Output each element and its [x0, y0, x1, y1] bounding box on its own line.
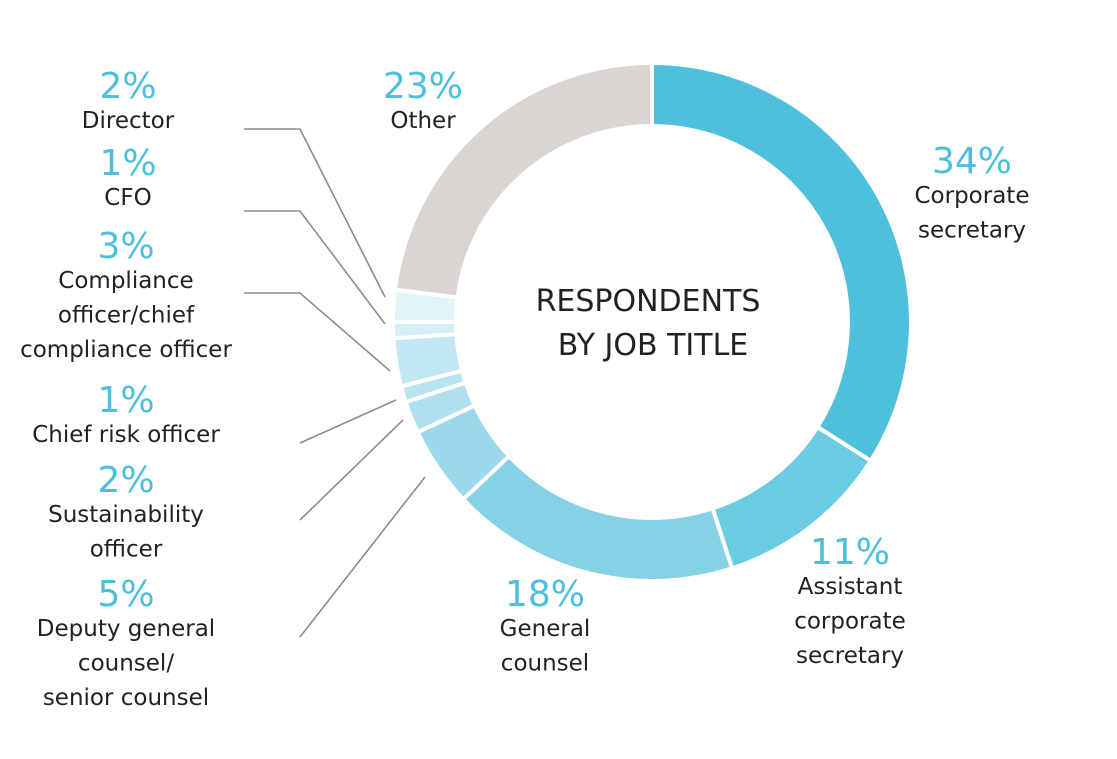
category-label-assistant-corporate-secretary-line-2: corporate: [794, 609, 906, 635]
chart-labels: 34%Corporate secretary 11%Assistant corpora…: [20, 66, 1029, 711]
value-label-director: 2%: [99, 66, 156, 107]
slice-general-counsel: [460, 453, 735, 583]
value-label-corporate-secretary: 34%: [932, 141, 1012, 182]
leader-line-compliance-officer-chief-compliance-officer: [244, 292, 391, 372]
slice-other: [392, 60, 654, 300]
chart-title-line-2: BY JOB TITLE: [558, 328, 749, 363]
category-label-director: Director: [82, 108, 175, 134]
category-label-general-counsel-line-1: General: [500, 616, 591, 642]
chart-leader-lines: [244, 128, 426, 638]
value-label-general-counsel: 18%: [505, 574, 585, 615]
leader-line-chief-risk-officer: [299, 399, 397, 444]
category-label-compliance-officer-chief-compliance-officer-line-2: officer/chief: [58, 303, 195, 329]
slice-corporate-secretary: [650, 60, 913, 464]
value-label-sustainability-officer: 2%: [97, 460, 154, 501]
category-label-assistant-corporate-secretary-line-1: Assistant: [798, 574, 903, 600]
category-label-corporate-secretary-line-2: secretary: [918, 218, 1026, 244]
leader-line-sustainability-officer: [299, 419, 404, 521]
leader-line-cfo: [244, 210, 386, 325]
category-label-general-counsel-line-2: counsel: [501, 651, 589, 677]
category-label-compliance-officer-chief-compliance-officer-line-3: compliance officer: [20, 337, 232, 363]
category-label-corporate-secretary-line-1: Corporate: [915, 183, 1030, 209]
value-label-other: 23%: [383, 66, 463, 107]
value-label-deputy-general-counsel-senior-counsel: 5%: [97, 574, 154, 615]
category-label-cfo: CFO: [104, 185, 151, 211]
category-label-deputy-general-counsel-senior-counsel-line-2: counsel/: [78, 651, 174, 677]
category-label-sustainability-officer-line-1: Sustainability: [48, 502, 204, 528]
leader-line-director: [244, 128, 386, 298]
category-label-compliance-officer-chief-compliance-officer-line-1: Compliance: [58, 268, 193, 294]
value-label-compliance-officer-chief-compliance-officer: 3%: [97, 226, 154, 267]
slice-cfo: [390, 320, 459, 341]
category-label-deputy-general-counsel-senior-counsel-line-3: senior counsel: [43, 685, 209, 711]
value-label-chief-risk-officer: 1%: [97, 380, 154, 421]
category-label-other: Other: [390, 108, 456, 134]
category-label-sustainability-officer-line-2: officer: [90, 537, 163, 563]
category-label-chief-risk-officer: Chief risk officer: [32, 422, 220, 448]
value-label-cfo: 1%: [99, 143, 156, 184]
leader-line-deputy-general-counsel-senior-counsel: [299, 476, 426, 638]
chart-title-line-1: RESPONDENTS: [536, 284, 761, 319]
chart-slices: [390, 60, 913, 583]
category-label-deputy-general-counsel-senior-counsel-line-1: Deputy general: [37, 616, 215, 642]
category-label-assistant-corporate-secretary-line-3: secretary: [796, 643, 904, 669]
value-label-assistant-corporate-secretary: 11%: [810, 532, 890, 573]
